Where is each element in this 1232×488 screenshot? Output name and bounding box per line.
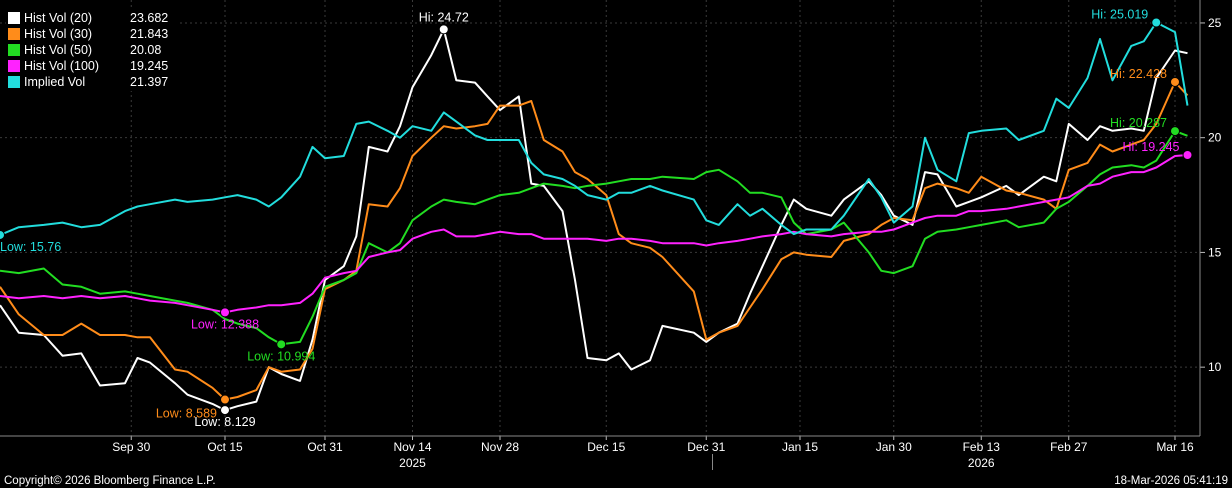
x-tick-label: Nov 14 — [393, 440, 431, 454]
x-tick-label: Dec 31 — [687, 440, 725, 454]
legend-series-name: Hist Vol (100) — [24, 59, 100, 73]
legend-series-value: 19.245 — [130, 59, 169, 73]
annotation-marker — [220, 307, 230, 318]
annotation-label: Low: 10.994 — [247, 349, 315, 363]
legend-series-value: 20.08 — [130, 43, 162, 57]
annotation-label: Low: 8.129 — [194, 415, 255, 429]
legend-series-value: 23.682 — [130, 11, 169, 25]
x-tick-label: Jan 15 — [782, 440, 818, 454]
legend-swatch — [8, 44, 20, 56]
x-tick-label: Feb 27 — [1050, 440, 1088, 454]
annotation-marker — [1170, 126, 1180, 137]
x-tick-label: Jan 30 — [876, 440, 912, 454]
annotation-label: Low: 12.388 — [191, 317, 259, 331]
grid — [0, 0, 1200, 436]
year-label: 2025 — [399, 456, 426, 470]
y-tick-label: 10 — [1208, 360, 1222, 374]
annotation-label: Hi: 22.428 — [1110, 67, 1167, 81]
legend-series-name: Hist Vol (30) — [24, 27, 93, 41]
annotation-marker — [1151, 17, 1162, 28]
legend-item: Hist Vol (50) 20.08 — [8, 42, 178, 58]
legend-swatch — [8, 28, 20, 40]
x-tick-label: Nov 28 — [481, 440, 519, 454]
y-tick-label: 20 — [1208, 131, 1222, 145]
annotation-label: Hi: 24.72 — [419, 10, 469, 24]
annotation-marker — [1182, 150, 1193, 161]
year-label: 2026 — [968, 456, 995, 470]
series-line-3 — [0, 130, 1188, 346]
annotation-marker — [220, 405, 230, 416]
legend-series-name: Hist Vol (20) — [24, 11, 93, 25]
legend-item: Implied Vol 21.397 — [8, 74, 178, 90]
legend-series-name: Implied Vol — [24, 75, 86, 89]
x-tick-label: Sep 30 — [112, 440, 150, 454]
series-line-1 — [0, 28, 1188, 412]
annotation-marker — [0, 229, 5, 240]
series-line-4 — [0, 154, 1188, 314]
legend-series-value: 21.397 — [130, 75, 169, 89]
annotation-label: Hi: 25.019 — [1091, 8, 1148, 22]
y-tick-label: 15 — [1208, 245, 1222, 259]
x-tick-label: Dec 15 — [587, 440, 625, 454]
legend-series-value: 21.843 — [130, 27, 169, 41]
legend-swatch — [8, 60, 20, 72]
timestamp-text: 18-Mar-2026 05:41:19 — [1114, 475, 1228, 487]
y-tick-label: 25 — [1208, 16, 1222, 30]
x-tick-label: Feb 13 — [963, 440, 1001, 454]
annotation-marker — [1170, 76, 1180, 87]
annotation-marker — [276, 339, 287, 350]
x-tick-label: Oct 15 — [207, 440, 243, 454]
annotation-marker — [438, 24, 449, 35]
legend-item: Hist Vol (30) 21.843 — [8, 26, 178, 42]
annotation-label: Hi: 20.287 — [1110, 116, 1167, 130]
annotation-label: Low: 15.76 — [0, 240, 61, 254]
legend-swatch — [8, 76, 20, 88]
annotation-label: Low: 8.589 — [156, 407, 217, 421]
legend-swatch — [8, 12, 20, 24]
series-lines — [0, 21, 1189, 412]
copyright-text: Copyright© 2026 Bloomberg Finance L.P. — [4, 475, 216, 487]
annotation-marker — [220, 394, 230, 405]
legend: Hist Vol (20) 23.682 Hist Vol (30) 21.843 Hi… — [6, 9, 180, 91]
legend-series-name: Hist Vol (50) — [24, 43, 93, 57]
legend-item: Hist Vol (20) 23.682 — [8, 10, 178, 26]
series-line-5 — [0, 21, 1189, 236]
x-tick-label: Mar 16 — [1156, 440, 1194, 454]
annotation-label: Hi: 19.245 — [1123, 140, 1180, 154]
legend-item: Hist Vol (100) 19.245 — [8, 58, 178, 74]
series-line-2 — [0, 81, 1189, 401]
x-tick-label: Oct 31 — [307, 440, 343, 454]
